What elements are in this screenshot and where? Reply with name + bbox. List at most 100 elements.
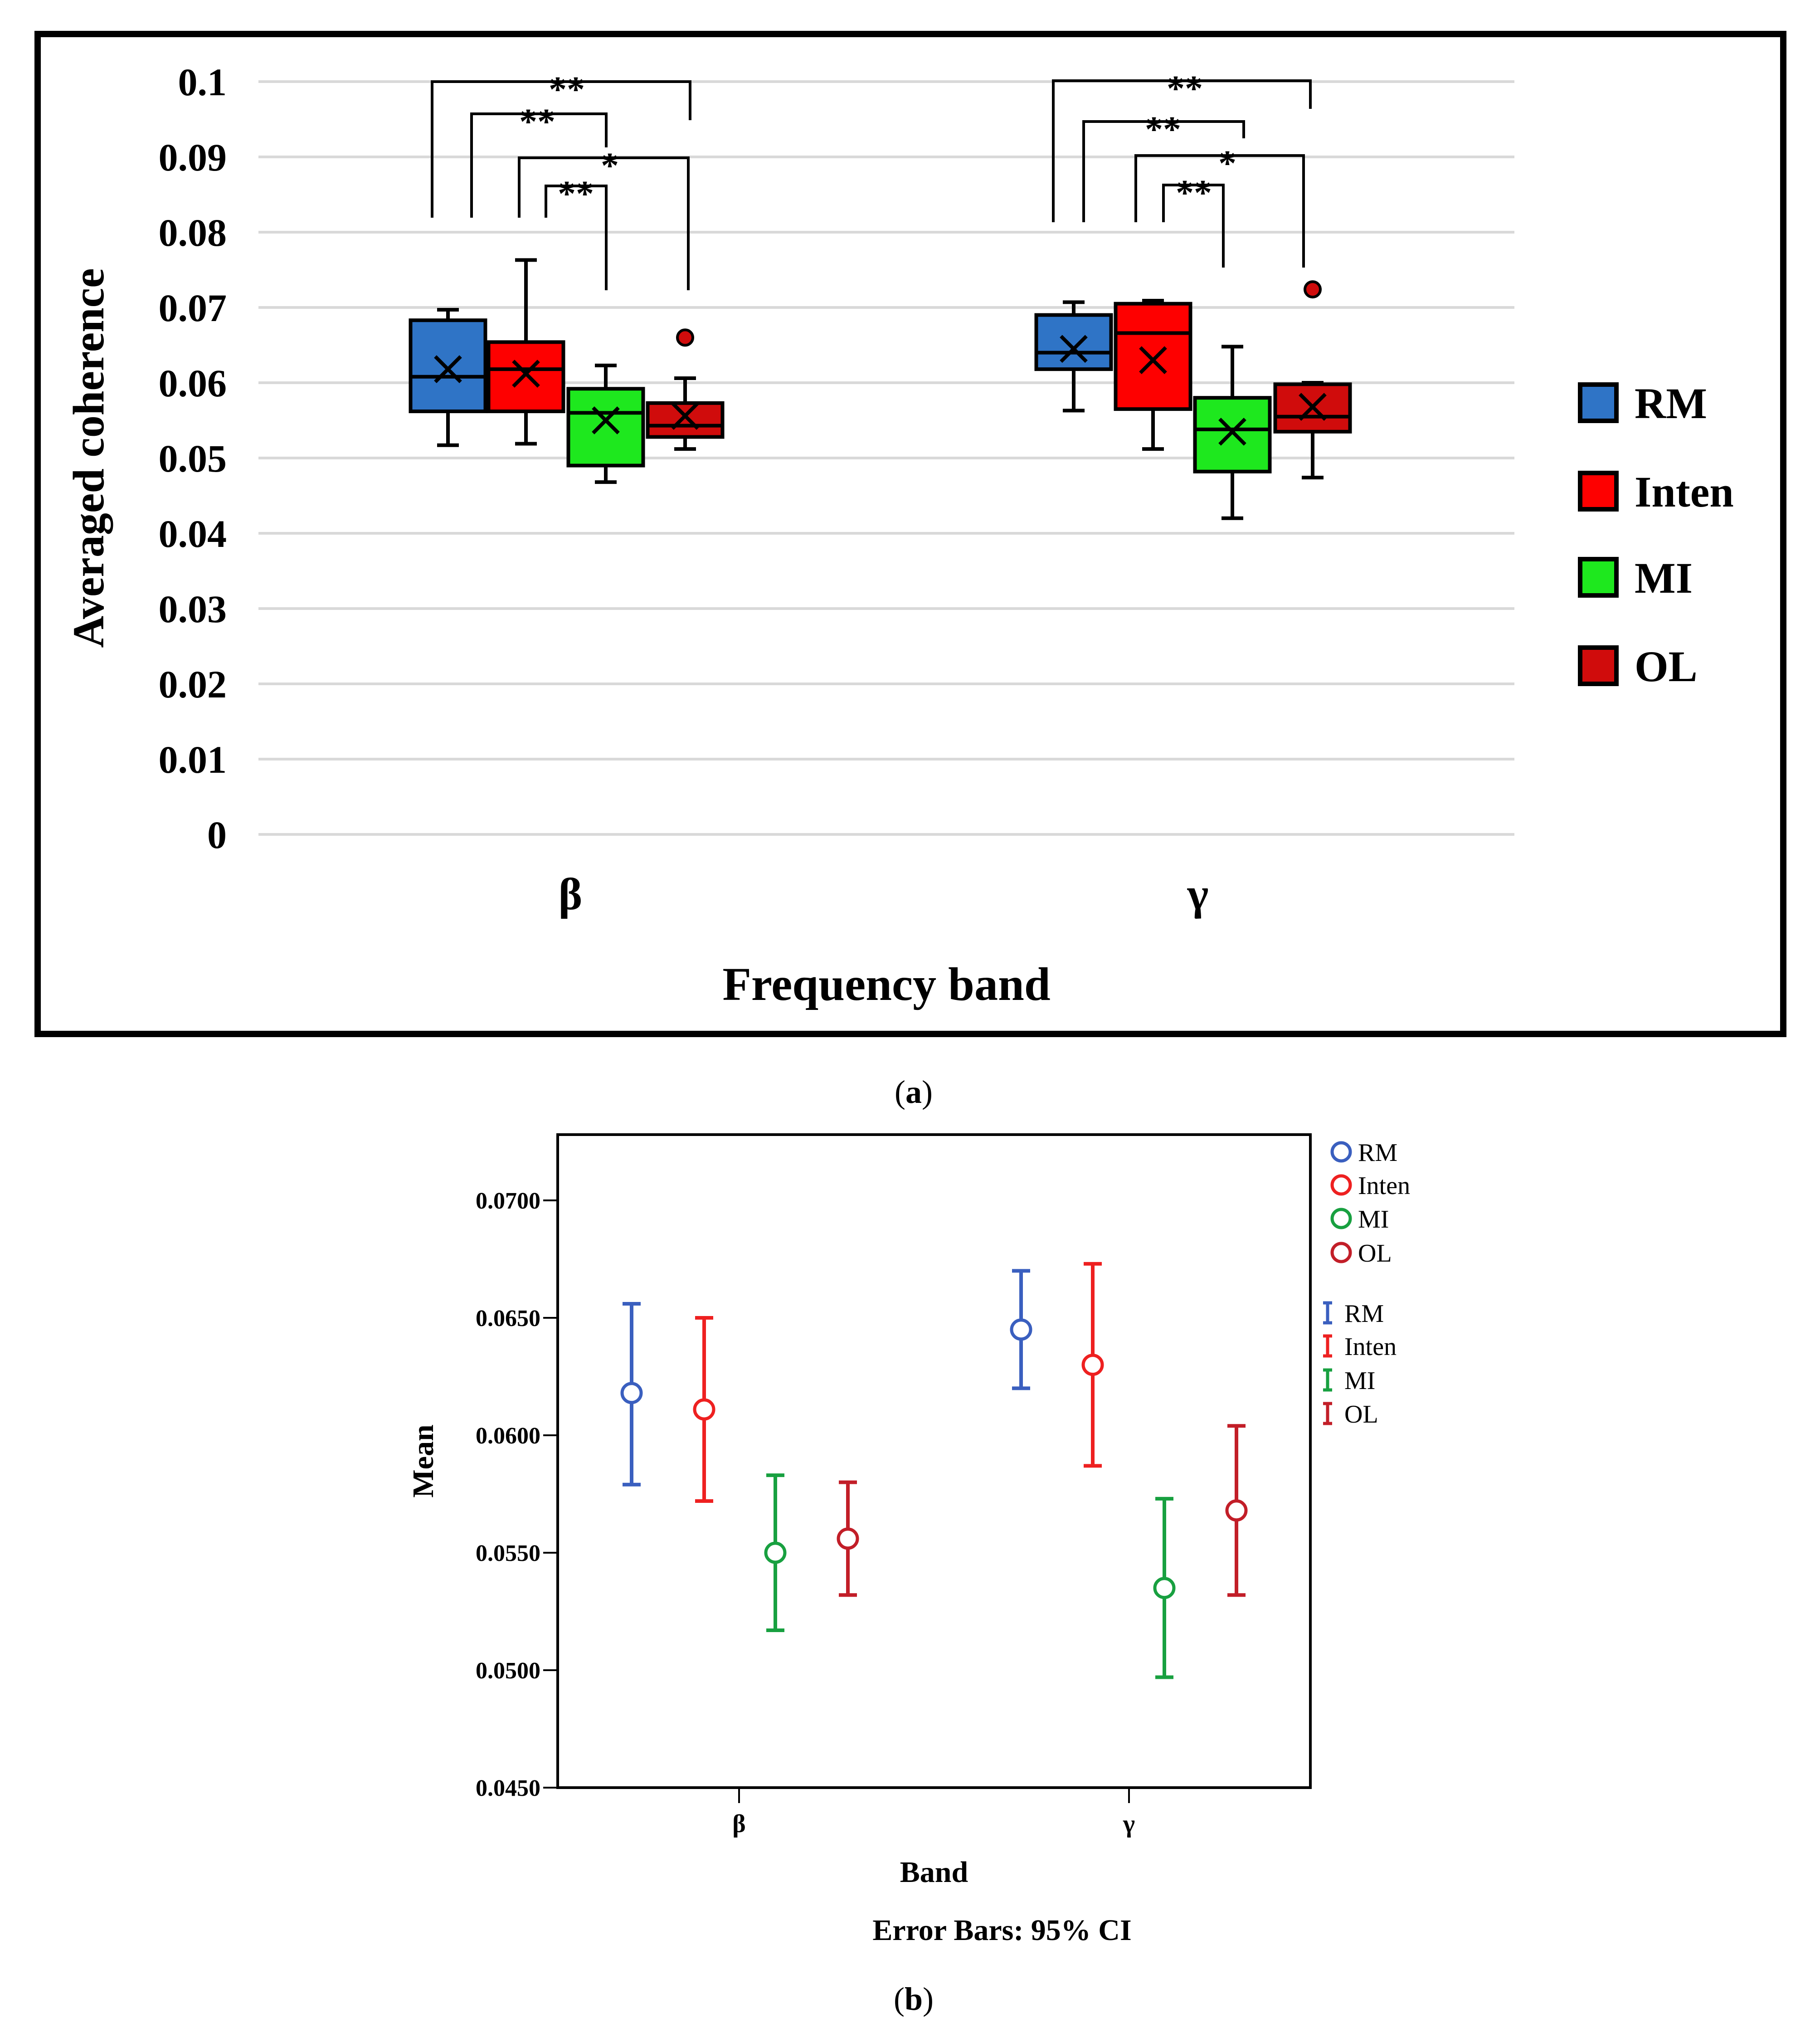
panel-a-boxes [409,258,1352,520]
legend-bar-marker-RM [1323,1301,1332,1325]
y-tick-label: 0.0700 [476,1188,540,1214]
significance-stars: ** [1145,110,1181,150]
mean-marker [1139,346,1167,375]
legend-swatch-MI [1578,557,1619,598]
significance-stars: * [1218,144,1236,184]
iqr-box [1193,396,1272,473]
significance-stars: ** [549,70,585,110]
x-tick-label: β [732,1810,746,1838]
legend-swatch-OL [1578,645,1619,686]
y-tick-label: 0.0600 [476,1423,540,1449]
box-MI [566,363,645,484]
iqr-box [487,340,565,414]
box-RM [409,307,487,447]
y-tick-label: 0.0550 [476,1540,540,1566]
box-Inten [487,258,565,446]
significance-bracket [1052,79,1312,222]
mean-marker [1060,335,1088,363]
significance-bracket [470,112,608,218]
errorbar-Inten [1081,1262,1104,1468]
legend-bar-marker-MI [1323,1368,1332,1392]
errorbar-MI [1153,1497,1176,1679]
mean-marker [1218,418,1246,446]
outlier-point [1304,280,1322,299]
outlier-point [676,328,694,347]
panel-b-plot-frame [556,1133,1312,1789]
legend-point-label-Inten: Inten [1358,1172,1410,1200]
legend-label-Inten: Inten [1635,468,1734,516]
iqr-box [1114,302,1192,411]
errorbar-Inten [693,1316,715,1503]
iqr-box [646,401,725,439]
mean-point [1010,1318,1032,1341]
significance-bracket [545,185,608,290]
legend-label-RM: RM [1635,379,1707,428]
errorbar-RM [620,1302,643,1487]
legend-bar-label-MI: MI [1344,1367,1375,1395]
significance-bracket [1082,120,1245,222]
legend-point-marker-Inten [1330,1174,1352,1196]
panel-b-legend: RM Inten MI OL RM Inten MI OL [1323,1139,1410,1428]
significance-stars: ** [519,102,555,142]
legend-bar-marker-Inten [1323,1334,1332,1358]
box-RM [1034,300,1113,413]
panel-a-y-axis-title: Averaged coherence [64,268,113,648]
mean-point [1153,1577,1176,1599]
y-tick-label: 0.07 [159,286,227,330]
y-tick-label: 0.02 [159,663,227,706]
significance-stars: ** [1176,173,1212,213]
y-tick-label: 0.03 [159,587,227,631]
box-Inten [1114,299,1192,451]
significance-stars: ** [1167,69,1203,109]
panel-b-x-axis-title: Band [900,1856,968,1889]
mean-point [1225,1499,1248,1522]
panel-a-significance-brackets: ************** [431,69,1312,290]
y-tick-label: 0 [207,813,227,857]
panel-a-y-tick-labels: 0 0.01 0.02 0.03 0.04 0.05 0.06 0.07 0.08 0.09 0.1 [159,60,227,857]
significance-stars: * [601,146,619,186]
panel-a-x-axis-title: Frequency band [722,958,1050,1010]
legend-label-OL: OL [1635,642,1698,691]
panel-a-label: (a) [895,1074,933,1110]
panel-b-error-bars [620,1262,1248,1679]
box-OL [646,328,725,451]
legend-bar-label-RM: RM [1344,1300,1384,1328]
legend-point-marker-RM [1330,1141,1352,1163]
y-tick-label: 0.0450 [476,1775,540,1801]
mean-point [1081,1354,1104,1376]
y-tick-label: 0.09 [159,136,227,179]
legend-swatch-RM [1578,382,1619,423]
significance-bracket [1162,184,1225,268]
y-tick-label: 0.1 [178,60,227,104]
errorbar-RM [1010,1269,1032,1390]
y-tick-label: 0.01 [159,738,227,781]
legend-bar-label-OL: OL [1344,1400,1378,1428]
y-tick-label: 0.04 [159,512,227,556]
mean-point [764,1541,787,1564]
significance-stars: ** [558,174,594,214]
mean-point [837,1527,859,1550]
legend-swatch-Inten [1578,471,1619,512]
legend-point-label-MI: MI [1358,1205,1389,1233]
iqr-box [566,387,645,468]
y-tick-label: 0.0650 [476,1306,540,1331]
mean-marker [592,406,620,434]
mean-point [620,1382,643,1404]
y-tick-label: 0.0500 [476,1658,540,1684]
legend-point-label-RM: RM [1358,1139,1397,1167]
significance-bracket [1134,154,1305,268]
legend-bar-label-Inten: Inten [1344,1333,1397,1361]
legend-point-label-OL: OL [1358,1239,1392,1267]
legend-point-marker-OL [1330,1242,1352,1263]
category-label: γ [1187,869,1209,919]
panel-a: 0 0.01 0.02 0.03 0.04 0.05 0.06 0.07 0.08 0.09 0.1… [34,31,1786,1037]
legend-label-MI: MI [1635,554,1693,602]
errorbar-MI [764,1473,787,1632]
y-tick-label: 0.05 [159,437,227,480]
x-tick-label: γ [1123,1810,1135,1838]
significance-bracket [518,156,690,290]
